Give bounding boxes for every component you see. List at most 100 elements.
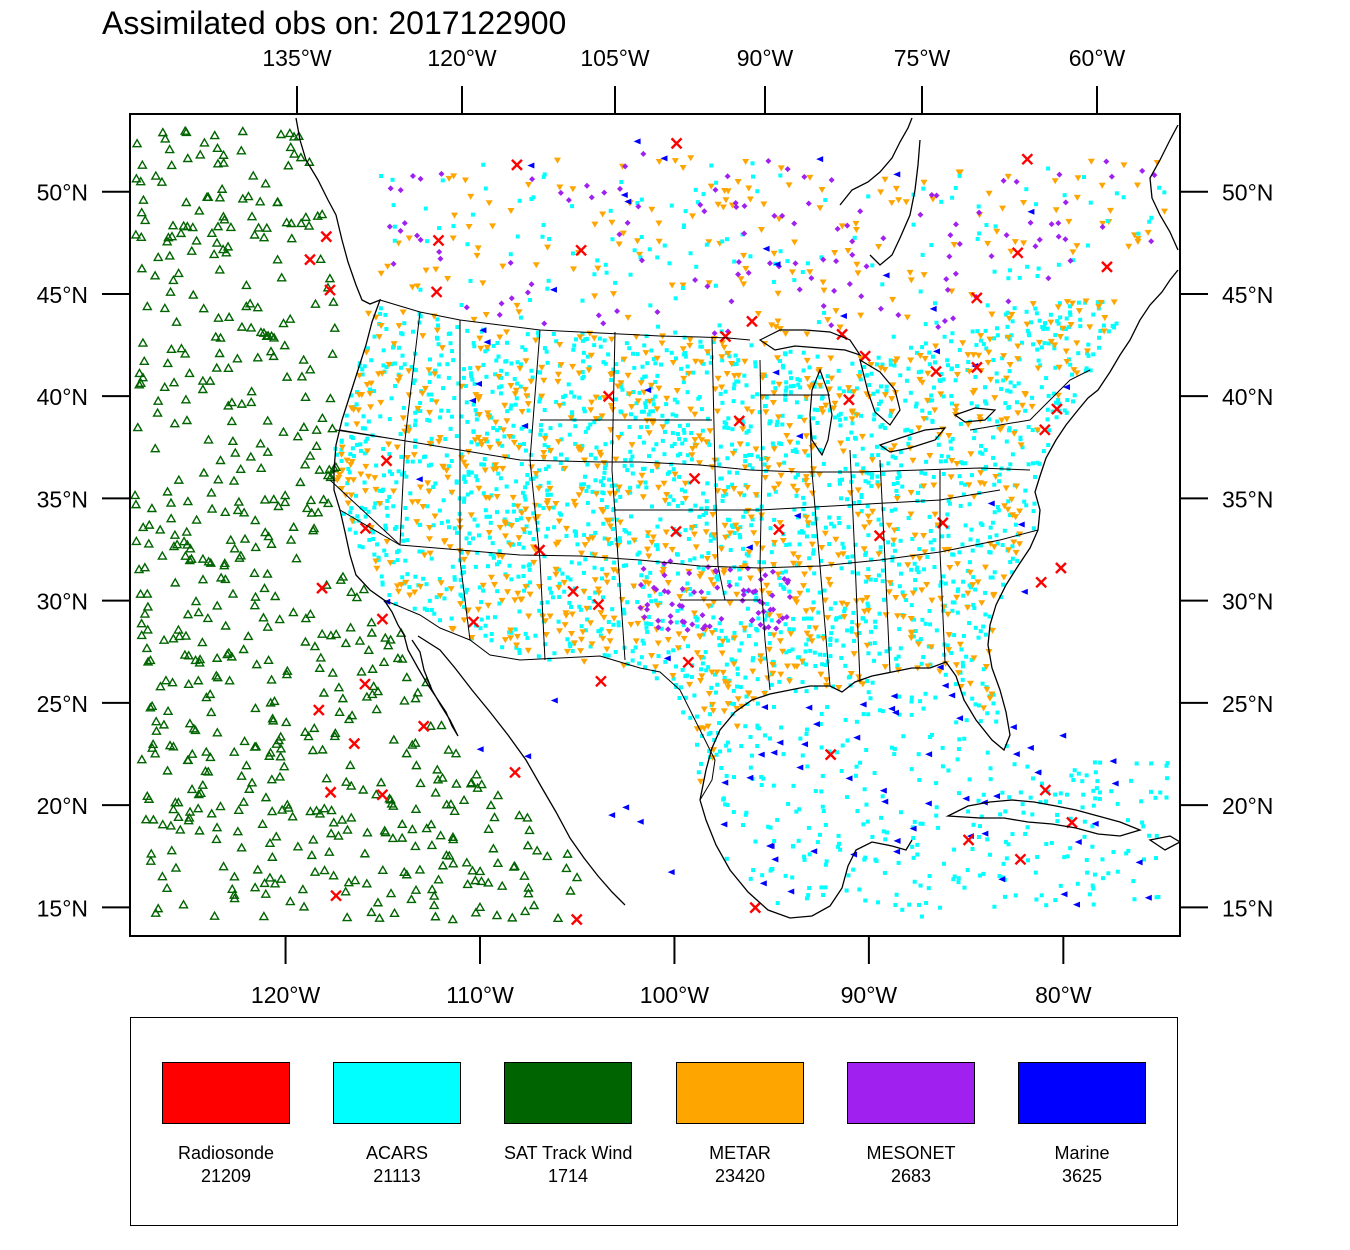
triangle-left-marker	[936, 664, 944, 671]
square-dot-marker	[541, 506, 546, 511]
triangle-down-marker	[734, 179, 742, 186]
triangle-down-marker	[485, 529, 493, 536]
square-dot-marker	[963, 523, 968, 528]
square-dot-marker	[904, 378, 909, 383]
triangle-down-marker	[544, 244, 552, 251]
triangle-down-marker	[697, 725, 705, 732]
triangle-down-marker	[952, 408, 960, 415]
square-dot-marker	[1031, 526, 1036, 531]
square-dot-marker	[701, 655, 706, 660]
diamond-marker	[770, 606, 777, 613]
triangle-up-marker	[174, 631, 185, 641]
square-dot-marker	[675, 503, 680, 508]
diamond-marker	[1103, 158, 1110, 165]
triangle-up-marker	[305, 495, 317, 505]
square-dot-marker	[815, 840, 820, 845]
triangle-up-marker	[371, 789, 382, 799]
square-dot-marker	[544, 349, 549, 354]
triangle-up-marker	[225, 534, 236, 544]
triangle-down-marker	[779, 537, 787, 544]
diamond-marker	[1108, 173, 1115, 180]
triangle-down-marker	[438, 345, 446, 352]
triangle-down-marker	[1012, 549, 1020, 556]
triangle-down-marker	[804, 520, 812, 527]
square-dot-marker	[806, 893, 811, 898]
square-dot-marker	[1027, 333, 1032, 338]
diamond-marker	[796, 286, 803, 293]
triangle-up-marker	[130, 499, 142, 509]
triangle-down-marker	[540, 377, 548, 384]
square-dot-marker	[882, 870, 887, 875]
triangle-down-marker	[697, 654, 705, 661]
square-dot-marker	[466, 469, 471, 474]
square-dot-marker	[516, 574, 521, 579]
triangle-up-marker	[317, 744, 328, 754]
square-dot-marker	[455, 530, 460, 535]
square-dot-marker	[888, 358, 893, 363]
triangle-down-marker	[637, 480, 645, 487]
square-dot-marker	[606, 620, 611, 625]
square-dot-marker	[867, 382, 872, 387]
square-dot-marker	[808, 648, 813, 653]
square-dot-marker	[741, 823, 746, 828]
triangle-down-marker	[741, 358, 749, 365]
square-dot-marker	[962, 885, 967, 890]
triangle-down-marker	[861, 608, 869, 615]
square-dot-marker	[489, 638, 494, 643]
square-dot-marker	[713, 483, 718, 488]
triangle-left-marker	[981, 830, 989, 837]
square-dot-marker	[761, 776, 766, 781]
square-dot-marker	[459, 550, 464, 555]
triangle-up-marker	[166, 231, 178, 241]
square-dot-marker	[1013, 522, 1018, 527]
square-dot-marker	[1078, 317, 1083, 322]
square-dot-marker	[895, 663, 900, 668]
triangle-down-marker	[808, 541, 816, 548]
square-dot-marker	[542, 407, 547, 412]
square-dot-marker	[732, 530, 737, 535]
square-dot-marker	[978, 450, 983, 455]
square-dot-marker	[933, 695, 938, 700]
square-dot-marker	[1017, 357, 1022, 362]
triangle-down-marker	[617, 380, 625, 387]
triangle-down-marker	[669, 359, 677, 366]
triangle-down-marker	[426, 525, 434, 532]
triangle-up-marker	[361, 878, 373, 888]
square-dot-marker	[628, 514, 633, 519]
square-dot-marker	[836, 515, 841, 520]
square-dot-marker	[449, 414, 454, 419]
triangle-down-marker	[444, 474, 452, 481]
triangle-up-marker	[466, 777, 477, 787]
square-dot-marker	[607, 542, 612, 547]
triangle-down-marker	[470, 316, 478, 323]
square-dot-marker	[819, 885, 824, 890]
square-dot-marker	[798, 736, 803, 741]
square-dot-marker	[927, 608, 932, 613]
triangle-down-marker	[484, 410, 492, 417]
triangle-up-marker	[187, 222, 199, 232]
triangle-down-marker	[499, 263, 507, 270]
square-dot-marker	[624, 563, 629, 568]
square-dot-marker	[999, 595, 1004, 600]
triangle-down-marker	[1020, 200, 1028, 207]
square-dot-marker	[1003, 809, 1008, 814]
square-dot-marker	[670, 431, 675, 436]
triangle-up-marker	[522, 840, 534, 850]
triangle-down-marker	[485, 200, 493, 207]
square-dot-marker	[845, 497, 850, 502]
square-dot-marker	[978, 543, 983, 548]
triangle-down-marker	[729, 450, 737, 457]
triangle-down-marker	[1023, 321, 1031, 328]
square-dot-marker	[970, 696, 975, 701]
square-dot-marker	[475, 442, 480, 447]
triangle-down-marker	[920, 179, 928, 186]
square-dot-marker	[708, 603, 713, 608]
square-dot-marker	[788, 370, 793, 375]
square-dot-marker	[692, 693, 697, 698]
lon-label-bottom: 90°W	[841, 982, 898, 1008]
square-dot-marker	[1164, 795, 1169, 800]
square-dot-marker	[673, 330, 678, 335]
triangle-down-marker	[722, 534, 730, 541]
triangle-up-marker	[377, 864, 389, 874]
square-dot-marker	[821, 461, 826, 466]
